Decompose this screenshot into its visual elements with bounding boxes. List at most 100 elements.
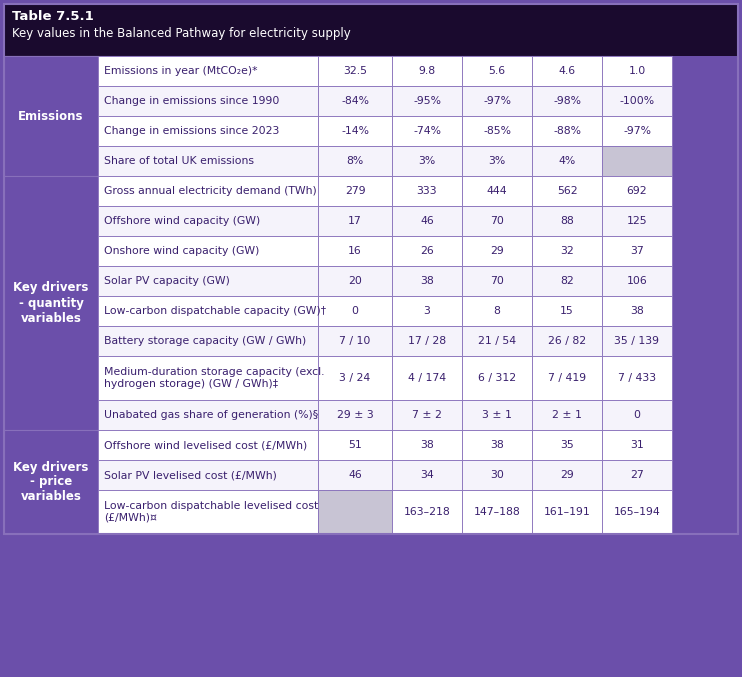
Bar: [98, 296, 318, 326]
Text: -14%: -14%: [341, 126, 369, 136]
Bar: [318, 356, 392, 400]
Text: 32: 32: [560, 246, 574, 256]
Text: 3%: 3%: [418, 156, 436, 166]
Bar: [532, 356, 602, 400]
Text: 562: 562: [556, 186, 577, 196]
Text: 161–191: 161–191: [544, 507, 591, 517]
Bar: [392, 460, 462, 490]
Bar: [4, 56, 318, 88]
Bar: [602, 296, 672, 326]
Text: Emissions: Emissions: [19, 110, 84, 123]
Text: 333: 333: [417, 186, 437, 196]
Bar: [318, 176, 392, 206]
Bar: [392, 206, 462, 236]
Bar: [602, 146, 672, 176]
Bar: [392, 266, 462, 296]
Text: 2040: 2040: [550, 66, 585, 79]
Text: Change in emissions since 2023: Change in emissions since 2023: [104, 126, 280, 136]
Bar: [392, 400, 462, 430]
Text: 88: 88: [560, 216, 574, 226]
Bar: [602, 206, 672, 236]
Bar: [98, 400, 318, 430]
Text: 70: 70: [490, 276, 504, 286]
Bar: [98, 490, 318, 534]
Bar: [98, 176, 318, 206]
Text: Low-carbon dispatchable capacity (GW)†: Low-carbon dispatchable capacity (GW)†: [104, 306, 326, 316]
Bar: [532, 326, 602, 356]
Bar: [532, 236, 602, 266]
Bar: [392, 296, 462, 326]
Bar: [318, 146, 392, 176]
Text: 3 / 24: 3 / 24: [339, 373, 370, 383]
Text: 8%: 8%: [347, 156, 364, 166]
Text: 29 ± 3: 29 ± 3: [337, 410, 373, 420]
Text: 6 / 312: 6 / 312: [478, 373, 516, 383]
Bar: [392, 146, 462, 176]
Bar: [602, 430, 672, 460]
Text: Key drivers
- price
variables: Key drivers - price variables: [13, 460, 89, 504]
Text: 7 / 419: 7 / 419: [548, 373, 586, 383]
Bar: [98, 460, 318, 490]
Bar: [98, 430, 318, 460]
Text: Key drivers
- quantity
variables: Key drivers - quantity variables: [13, 282, 89, 324]
Text: 3 ± 1: 3 ± 1: [482, 410, 512, 420]
Bar: [462, 56, 532, 88]
Text: 279: 279: [345, 186, 365, 196]
Bar: [4, 176, 98, 430]
Text: Unabated gas share of generation (%)§: Unabated gas share of generation (%)§: [104, 410, 318, 420]
Text: -84%: -84%: [341, 96, 369, 106]
Text: -88%: -88%: [553, 126, 581, 136]
Text: 444: 444: [487, 186, 508, 196]
Text: 38: 38: [420, 440, 434, 450]
Text: 15: 15: [560, 306, 574, 316]
Text: 51: 51: [348, 440, 362, 450]
Bar: [98, 146, 318, 176]
Bar: [462, 460, 532, 490]
Bar: [4, 4, 738, 56]
Text: 2035: 2035: [479, 66, 514, 79]
Bar: [392, 430, 462, 460]
Text: Gross annual electricity demand (TWh): Gross annual electricity demand (TWh): [104, 186, 317, 196]
Text: 20: 20: [348, 276, 362, 286]
Text: 35: 35: [560, 440, 574, 450]
Bar: [318, 460, 392, 490]
Bar: [532, 56, 602, 86]
Bar: [462, 266, 532, 296]
Text: 147–188: 147–188: [473, 507, 520, 517]
Text: 4%: 4%: [559, 156, 576, 166]
Text: 2050: 2050: [620, 66, 654, 79]
Text: 30: 30: [490, 470, 504, 480]
Text: 29: 29: [490, 246, 504, 256]
Bar: [462, 356, 532, 400]
Bar: [98, 116, 318, 146]
Bar: [392, 490, 462, 534]
Bar: [98, 356, 318, 400]
Text: -95%: -95%: [413, 96, 441, 106]
Bar: [602, 56, 672, 86]
Bar: [532, 296, 602, 326]
Text: 37: 37: [630, 246, 644, 256]
Bar: [4, 56, 738, 88]
Bar: [532, 116, 602, 146]
Bar: [462, 206, 532, 236]
Text: 7 / 433: 7 / 433: [618, 373, 656, 383]
Bar: [318, 206, 392, 236]
Text: 34: 34: [420, 470, 434, 480]
Text: Solar PV levelised cost (£/MWh): Solar PV levelised cost (£/MWh): [104, 470, 277, 480]
Text: 7 / 10: 7 / 10: [339, 336, 371, 346]
Bar: [98, 236, 318, 266]
Bar: [318, 326, 392, 356]
Bar: [318, 116, 392, 146]
Text: 17 / 28: 17 / 28: [408, 336, 446, 346]
Bar: [98, 206, 318, 236]
Text: Offshore wind levelised cost (£/MWh): Offshore wind levelised cost (£/MWh): [104, 440, 307, 450]
Text: Onshore wind capacity (GW): Onshore wind capacity (GW): [104, 246, 260, 256]
Bar: [392, 356, 462, 400]
Text: -97%: -97%: [623, 126, 651, 136]
Text: 5.6: 5.6: [488, 66, 505, 76]
Bar: [98, 326, 318, 356]
Text: 163–218: 163–218: [404, 507, 450, 517]
Text: 3%: 3%: [488, 156, 505, 166]
Text: 32.5: 32.5: [343, 66, 367, 76]
Bar: [602, 490, 672, 534]
